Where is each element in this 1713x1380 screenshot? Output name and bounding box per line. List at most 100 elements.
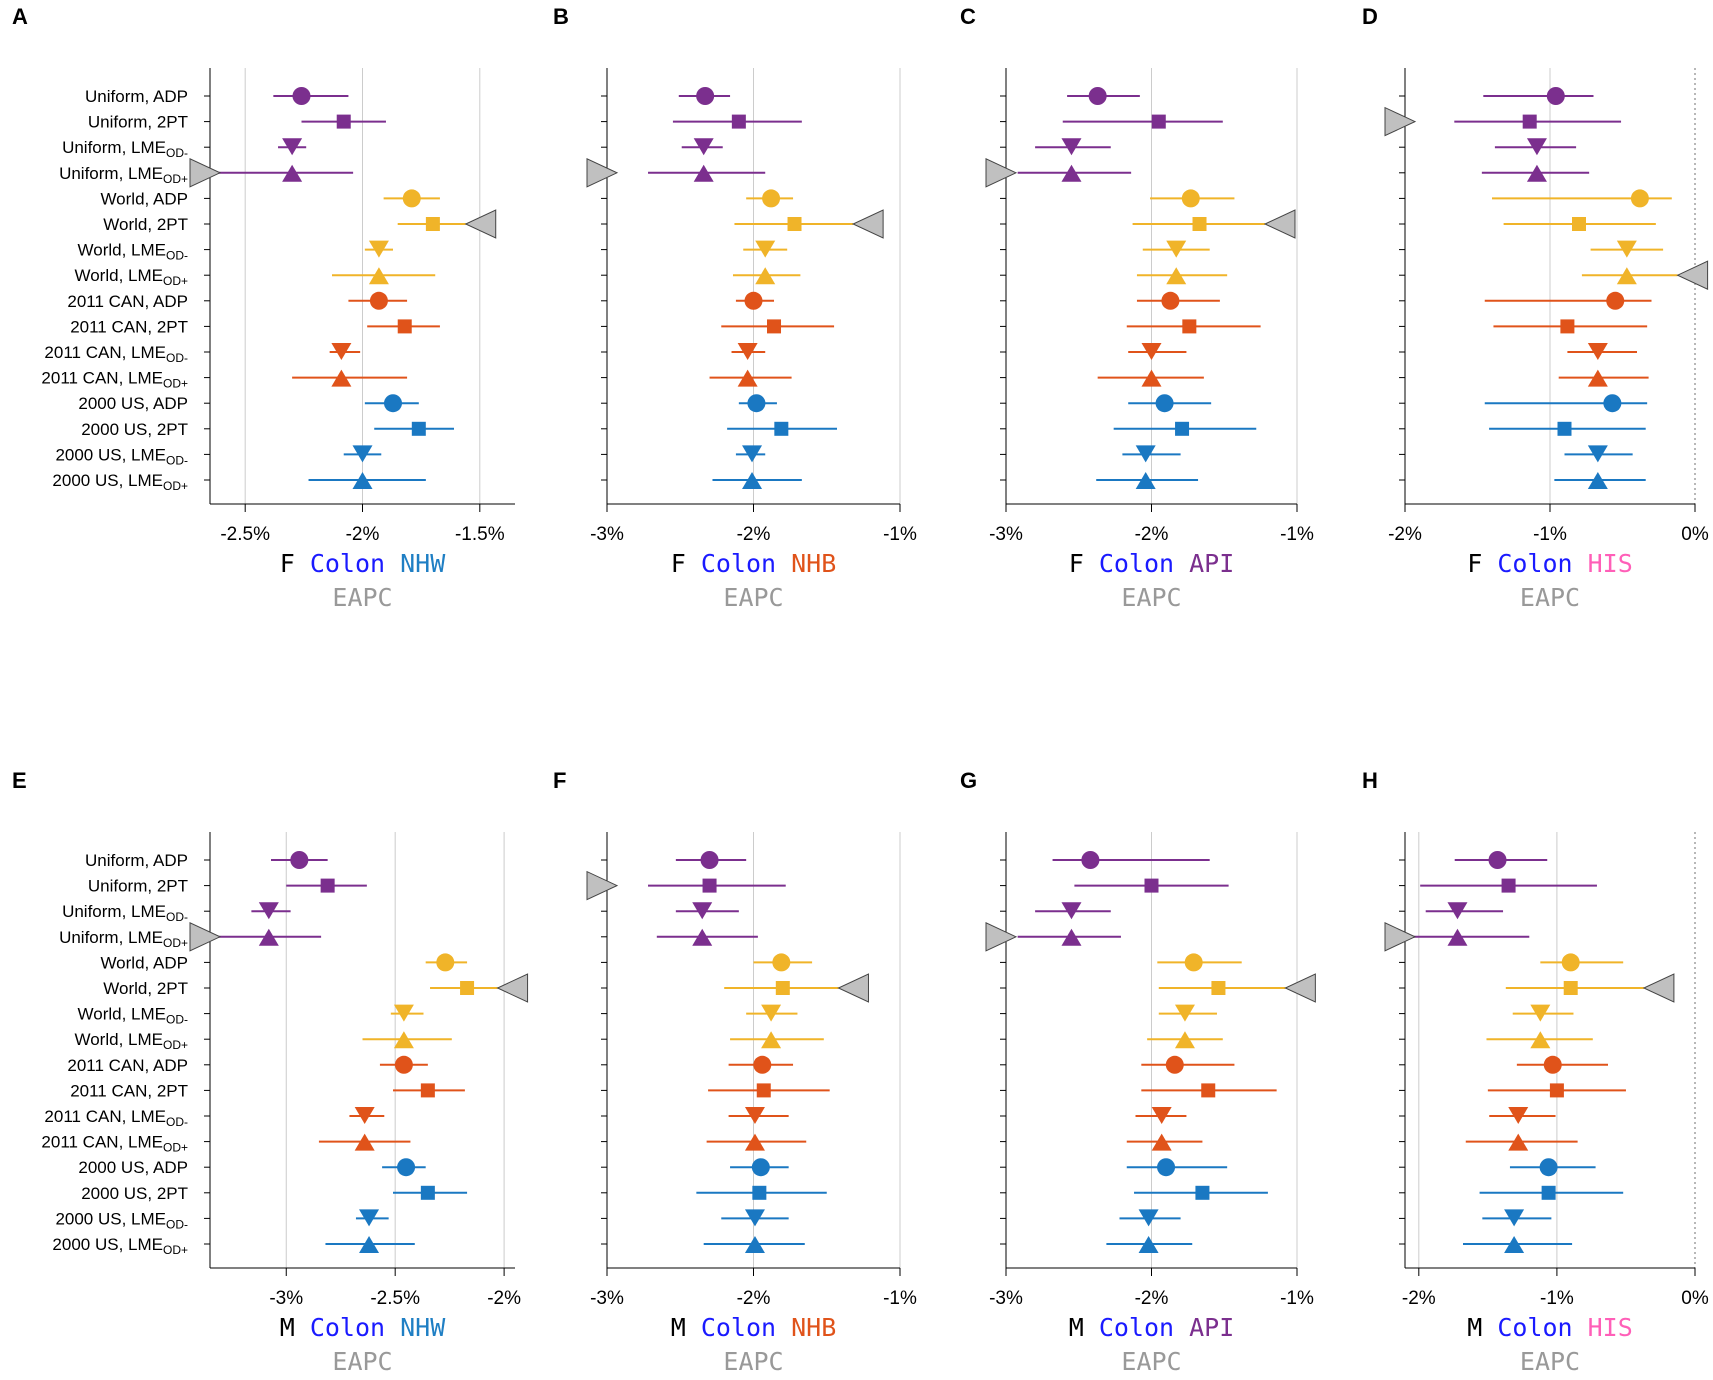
point-estimate-circle xyxy=(1181,189,1200,208)
point-estimate-square xyxy=(1560,319,1575,334)
point-estimate-square xyxy=(731,114,746,129)
x-axis-label: EAPC xyxy=(1121,1347,1181,1376)
point-estimate-triangle-up xyxy=(1135,472,1156,489)
point-estimate-square xyxy=(1195,1185,1210,1200)
row-label-main: Uniform, 2PT xyxy=(88,877,188,896)
row-label-main: World, ADP xyxy=(100,189,188,208)
panel-title-cancer: Colon xyxy=(1099,549,1189,578)
row-label: 2000 US, LMEOD- xyxy=(55,1209,188,1231)
row-label: World, ADP xyxy=(100,189,188,208)
panel-title-race: NHW xyxy=(400,1313,446,1342)
panel-title-cancer: Colon xyxy=(1497,1313,1587,1342)
panel-title-sex: F xyxy=(1467,549,1497,578)
row-label-main: 2011 CAN, 2PT xyxy=(70,317,188,336)
point-estimate-triangle-down xyxy=(693,138,714,156)
overflow-marker-left xyxy=(1384,106,1417,137)
point-estimate-triangle-up xyxy=(744,1236,765,1253)
panel-title: M Colon NHB xyxy=(671,1313,837,1342)
point-estimate-circle xyxy=(747,394,766,413)
point-estimate-triangle-up xyxy=(1061,928,1082,946)
row-label: 2000 US, ADP xyxy=(78,394,188,413)
point-estimate-triangle-up xyxy=(354,1133,375,1151)
row-label-main: 2011 CAN, ADP xyxy=(67,1056,188,1075)
point-estimate-triangle-down xyxy=(1061,902,1082,920)
row-label: World, LMEOD- xyxy=(78,1005,189,1027)
row-label-main: 2011 CAN, 2PT xyxy=(70,1081,188,1100)
panel-f: F -3% -2% -1% M Colon NHB EAPC xyxy=(553,768,917,1376)
point-estimate-square xyxy=(1175,421,1190,436)
row-label: 2000 US, LMEOD+ xyxy=(52,1235,188,1257)
row-label-main: 2000 US, ADP xyxy=(78,1158,188,1177)
row-label-main: World, LME xyxy=(74,1030,163,1049)
x-axis-label: EAPC xyxy=(723,583,783,612)
overflow-marker-left xyxy=(586,158,619,188)
row-label-main: World, 2PT xyxy=(103,979,188,998)
point-estimate-triangle-down xyxy=(1151,1107,1172,1124)
point-estimate-triangle-down xyxy=(354,1107,375,1124)
overflow-marker-right xyxy=(1642,973,1675,1003)
point-estimate-triangle-up xyxy=(1138,1236,1159,1253)
point-estimate-circle xyxy=(1539,1158,1558,1177)
row-label-main: World, ADP xyxy=(100,953,188,972)
point-estimate-circle xyxy=(1165,1055,1184,1074)
x-axis-label: EAPC xyxy=(1520,583,1580,612)
row-label-subscript: OD+ xyxy=(163,274,188,288)
row-label: World, 2PT xyxy=(103,979,188,998)
row-label: Uniform, LMEOD+ xyxy=(59,928,188,950)
row-label-subscript: OD- xyxy=(166,910,188,924)
row-label-subscript: OD- xyxy=(166,146,188,160)
panel-c: C -3% -2% -1% F Colon API EAPC xyxy=(960,4,1314,612)
row-label-subscript: OD+ xyxy=(163,479,188,493)
point-estimate-triangle-up xyxy=(1151,1133,1172,1151)
point-estimate-circle xyxy=(292,87,311,105)
point-estimate-triangle-up xyxy=(282,164,303,182)
x-axis-label: EAPC xyxy=(723,1347,783,1376)
row-label-subscript: OD- xyxy=(166,249,188,263)
point-estimate-square xyxy=(752,1185,767,1200)
point-estimate-triangle-down xyxy=(282,138,303,156)
panel-title-sex: F xyxy=(671,549,701,578)
row-label-main: Uniform, LME xyxy=(59,928,163,947)
row-label-main: Uniform, LME xyxy=(62,138,166,157)
overflow-marker-right xyxy=(1263,209,1296,239)
point-estimate-square xyxy=(1144,878,1159,893)
point-estimate-square xyxy=(1201,1083,1216,1098)
point-estimate-circle xyxy=(1488,851,1507,869)
point-estimate-circle xyxy=(1606,291,1625,310)
panel-title-race: NHB xyxy=(791,549,836,578)
point-estimate-circle xyxy=(436,953,455,972)
row-label-main: World, LME xyxy=(74,266,163,285)
point-estimate-triangle-up xyxy=(755,267,776,285)
overflow-marker-left xyxy=(189,922,222,952)
row-label-main: 2000 US, LME xyxy=(52,1235,163,1254)
point-estimate-square xyxy=(1192,217,1207,231)
point-estimate-triangle-down xyxy=(744,1107,765,1124)
point-estimate-circle xyxy=(369,291,388,310)
point-estimate-circle xyxy=(1561,953,1580,972)
panel-title: F Colon NHB xyxy=(671,549,837,578)
point-estimate-triangle-down xyxy=(1616,240,1637,258)
panel-title-race: API xyxy=(1189,549,1234,578)
point-estimate-triangle-down xyxy=(1061,138,1082,156)
row-label-subscript: OD+ xyxy=(163,1141,188,1155)
row-label-subscript: OD- xyxy=(166,1217,188,1231)
point-estimate-circle xyxy=(700,851,719,869)
point-estimate-triangle-up xyxy=(1530,1031,1551,1049)
point-estimate-triangle-up xyxy=(1174,1031,1195,1049)
panel-title-sex: F xyxy=(1069,549,1099,578)
point-estimate-square xyxy=(756,1083,771,1098)
row-label-main: 2000 US, LME xyxy=(52,471,163,490)
row-label: Uniform, LMEOD- xyxy=(62,138,188,160)
row-label: 2000 US, LMEOD+ xyxy=(52,471,188,493)
point-estimate-triangle-up xyxy=(1587,472,1608,489)
row-label-subscript: OD+ xyxy=(163,377,188,391)
point-estimate-triangle-up xyxy=(1504,1236,1525,1253)
panel-title-cancer: Colon xyxy=(1099,1313,1189,1342)
row-label-main: 2000 US, LME xyxy=(55,445,166,464)
panel-title-cancer: Colon xyxy=(701,1313,791,1342)
panel-title-sex: M xyxy=(671,1313,701,1342)
panel-title-race: NHW xyxy=(400,549,446,578)
panel-title-sex: M xyxy=(280,1313,310,1342)
point-estimate-circle xyxy=(1081,851,1100,869)
point-estimate-triangle-down xyxy=(359,1209,380,1227)
